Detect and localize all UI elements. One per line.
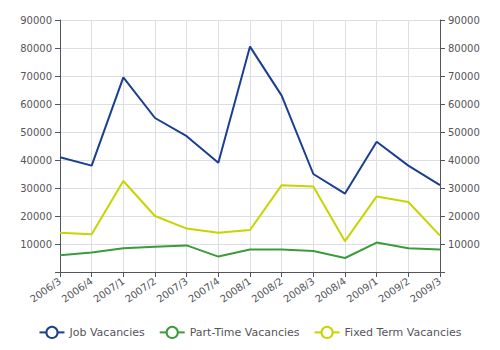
- svg-text:2008/4: 2008/4: [313, 275, 348, 304]
- svg-text:Part-Time Vacancies: Part-Time Vacancies: [190, 326, 300, 339]
- svg-text:50000: 50000: [448, 127, 480, 138]
- svg-text:2008/1: 2008/1: [218, 275, 253, 304]
- svg-text:30000: 30000: [20, 183, 52, 194]
- svg-text:80000: 80000: [448, 43, 480, 54]
- svg-text:Job Vacancies: Job Vacancies: [68, 326, 144, 339]
- svg-text:2007/1: 2007/1: [91, 275, 126, 304]
- svg-text:50000: 50000: [20, 127, 52, 138]
- svg-text:10000: 10000: [448, 239, 480, 250]
- svg-text:2009/1: 2009/1: [345, 275, 380, 304]
- svg-text:2008/3: 2008/3: [281, 275, 316, 304]
- svg-text:2009/3: 2009/3: [408, 275, 443, 304]
- svg-text:60000: 60000: [20, 99, 52, 110]
- svg-text:20000: 20000: [448, 211, 480, 222]
- svg-text:2006/3: 2006/3: [28, 275, 63, 304]
- svg-text:2006/4: 2006/4: [60, 275, 95, 304]
- svg-text:70000: 70000: [20, 71, 52, 82]
- svg-text:2007/3: 2007/3: [155, 275, 190, 304]
- svg-text:40000: 40000: [448, 155, 480, 166]
- svg-text:10000: 10000: [20, 239, 52, 250]
- svg-text:20000: 20000: [20, 211, 52, 222]
- svg-text:40000: 40000: [20, 155, 52, 166]
- svg-text:90000: 90000: [448, 15, 480, 26]
- svg-text:90000: 90000: [20, 15, 52, 26]
- svg-text:70000: 70000: [448, 71, 480, 82]
- svg-text:2008/2: 2008/2: [250, 275, 285, 304]
- svg-text:2009/2: 2009/2: [376, 275, 411, 304]
- svg-text:80000: 80000: [20, 43, 52, 54]
- svg-text:60000: 60000: [448, 99, 480, 110]
- svg-text:30000: 30000: [448, 183, 480, 194]
- svg-text:Fixed Term Vacancies: Fixed Term Vacancies: [345, 326, 462, 339]
- svg-text:2007/4: 2007/4: [186, 275, 221, 304]
- svg-text:2007/2: 2007/2: [123, 275, 158, 304]
